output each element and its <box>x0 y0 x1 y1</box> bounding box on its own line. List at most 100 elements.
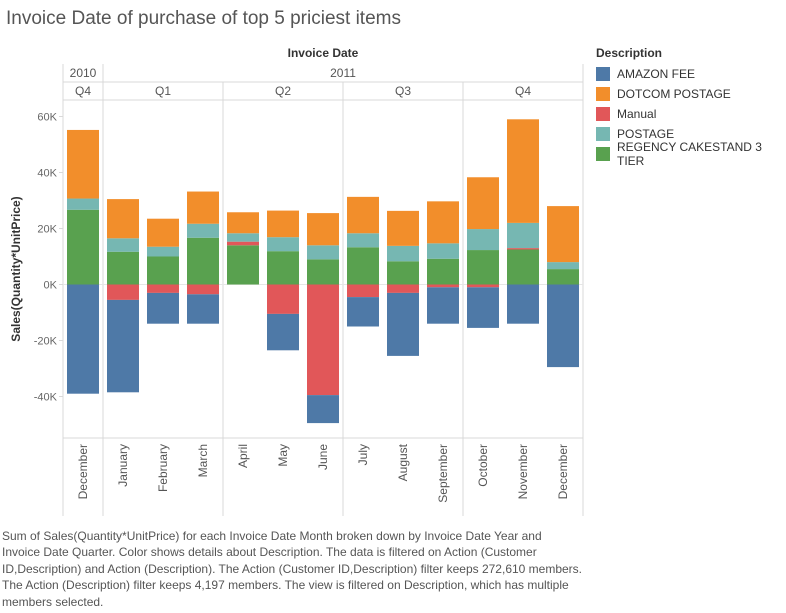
legend-item[interactable]: Manual <box>596 104 786 124</box>
legend-swatch <box>596 127 610 141</box>
y-tick-label: 60K <box>37 112 57 124</box>
y-axis: 60K 40K 20K 0K -20K -40K Sales(Quantity*UnitPr… <box>9 112 63 404</box>
legend: Description AMAZON FEE DOTCOM POSTAGE Manu… <box>596 46 786 168</box>
x-tick-label: June <box>316 444 330 470</box>
y-tick-label: -40K <box>34 392 58 404</box>
legend-swatch <box>596 87 610 101</box>
chart-caption: Sum of Sales(Quantity*UnitPrice) for eac… <box>2 529 583 609</box>
bar-segment <box>427 284 459 288</box>
bar-segment <box>387 292 419 356</box>
legend-item[interactable]: AMAZON FEE <box>596 64 786 84</box>
y-tick-label: 0K <box>44 280 58 292</box>
bar-segment <box>467 250 499 285</box>
bar-segment <box>347 247 379 285</box>
x-tick-label: October <box>476 444 490 487</box>
bar-segment <box>107 199 139 239</box>
x-tick-label: September <box>436 444 450 503</box>
x-tick-label: August <box>396 443 410 481</box>
x-axis-title: Invoice Date <box>288 46 359 60</box>
quarter-label: Q1 <box>155 84 171 98</box>
bar-segment <box>467 229 499 251</box>
bar-segment <box>307 213 339 246</box>
bar-segment <box>187 237 219 285</box>
x-tick-label: April <box>236 444 250 468</box>
bar-segment <box>267 313 299 351</box>
y-tick-label: 20K <box>37 224 57 236</box>
legend-items: AMAZON FEE DOTCOM POSTAGE Manual POSTAGE REG… <box>596 64 786 168</box>
bar-segment <box>67 129 99 199</box>
bar-segment <box>467 284 499 288</box>
legend-item[interactable]: DOTCOM POSTAGE <box>596 84 786 104</box>
bar-segment <box>267 251 299 285</box>
bar-segment <box>107 284 139 300</box>
bar-segment <box>427 287 459 324</box>
legend-swatch <box>596 107 610 121</box>
bar-segment <box>467 177 499 230</box>
legend-item[interactable]: REGENCY CAKESTAND 3 TIER <box>596 140 786 168</box>
bar-segment <box>107 251 139 285</box>
bar-segment <box>267 210 299 238</box>
bar-segment <box>107 238 139 252</box>
bar-segment <box>147 218 179 247</box>
x-tick-label: July <box>356 444 370 465</box>
bar-segment <box>267 237 299 252</box>
legend-swatch <box>596 67 610 81</box>
bar-segment <box>507 249 539 285</box>
bar-segment <box>147 284 179 293</box>
quarter-label: Q4 <box>75 84 91 98</box>
x-tick-label: January <box>116 444 130 487</box>
bar-segment <box>67 198 99 210</box>
legend-label: AMAZON FEE <box>617 67 696 81</box>
quarter-label: Q2 <box>275 84 291 98</box>
x-tick-label: December <box>556 444 570 499</box>
legend-item[interactable]: POSTAGE <box>596 124 786 144</box>
bar-segment <box>227 241 259 246</box>
bar-segment <box>427 258 459 285</box>
bar-segment <box>467 287 499 328</box>
bar-segment <box>507 248 539 250</box>
bar-segment <box>67 209 99 285</box>
y-axis-title: Sales(Quantity*UnitPrice) <box>9 196 23 341</box>
bar-segment <box>267 284 299 314</box>
y-tick-label: -20K <box>34 336 58 348</box>
bar-segment <box>227 233 259 242</box>
bar-segment <box>187 284 219 295</box>
bar-segment <box>347 284 379 298</box>
x-tick-label: December <box>76 444 90 499</box>
plot-area <box>63 119 583 424</box>
bar-segment <box>187 294 219 324</box>
stacked-bar-chart: Invoice Date 2010 Q4 2011 Q1 Q2 Q3 Q4 60K 40K 20K… <box>9 46 584 516</box>
y-tick-label: 40K <box>37 168 57 180</box>
page-title: Invoice Date of purchase of top 5 pricie… <box>6 8 401 29</box>
bar-segment <box>347 196 379 234</box>
bar-segment <box>227 212 259 234</box>
bar-segment <box>427 201 459 244</box>
x-tick-label: November <box>516 444 530 499</box>
bar-segment <box>387 261 419 285</box>
x-axis-month-labels: December January February March April May June… <box>76 443 570 502</box>
bar-segment <box>347 233 379 248</box>
x-tick-label: March <box>196 444 210 477</box>
quarter-label: Q4 <box>515 84 531 98</box>
legend-label: DOTCOM POSTAGE <box>617 87 731 101</box>
column-header-layer: Invoice Date 2010 Q4 2011 Q1 Q2 Q3 Q4 <box>62 46 584 516</box>
bar-segment <box>507 284 539 324</box>
bar-segment <box>547 269 579 285</box>
quarter-label: Q3 <box>395 84 411 98</box>
bar-segment <box>147 256 179 285</box>
legend-swatch <box>596 147 610 161</box>
bar-segment <box>187 223 219 238</box>
bar-segment <box>187 191 219 224</box>
bar-segment <box>147 292 179 324</box>
bar-segment <box>147 246 179 257</box>
x-tick-label: February <box>156 444 170 492</box>
bar-segment <box>307 284 339 396</box>
legend-label: REGENCY CAKESTAND 3 TIER <box>617 140 762 168</box>
x-tick-label: May <box>276 444 290 467</box>
legend-label: POSTAGE <box>617 127 675 141</box>
bar-segment <box>547 262 579 270</box>
bar-segment <box>387 245 419 262</box>
year-label: 2011 <box>330 66 356 80</box>
legend-label: Manual <box>617 107 657 121</box>
bar-segment <box>307 245 339 260</box>
